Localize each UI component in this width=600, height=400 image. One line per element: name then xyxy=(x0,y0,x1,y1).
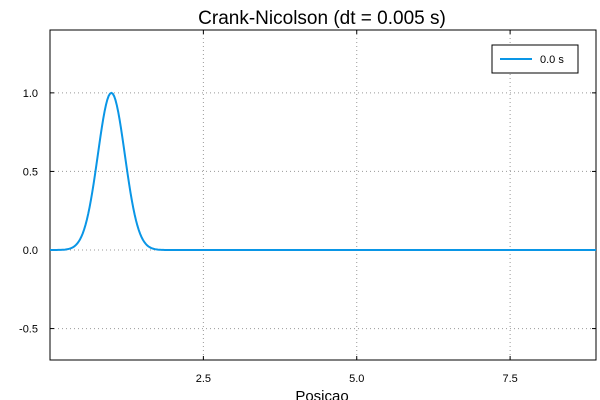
y-tick-label: 0.5 xyxy=(23,166,38,178)
plot-frame xyxy=(49,29,597,361)
series-layer xyxy=(50,91,596,251)
x-tick-label: 5.0 xyxy=(349,373,364,385)
y-tick-label: -0.5 xyxy=(19,324,38,336)
y-tick-label: 1.0 xyxy=(23,88,38,100)
series-line xyxy=(50,91,596,251)
legend: 0.0 s xyxy=(491,44,579,74)
chart-title: Crank-Nicolson (dt = 0.005 s) xyxy=(198,8,446,29)
x-axis-label: Posicao xyxy=(295,388,348,400)
x-tick-label: 2.5 xyxy=(196,373,211,385)
y-tick-label: 0.0 xyxy=(23,245,38,257)
x-tick-label: 7.5 xyxy=(502,373,517,385)
axis-ticks: 2.5 5.0 7.5 1.0 0.5 0.0 -0.5 xyxy=(19,30,596,385)
legend-label: 0.0 s xyxy=(540,54,564,66)
